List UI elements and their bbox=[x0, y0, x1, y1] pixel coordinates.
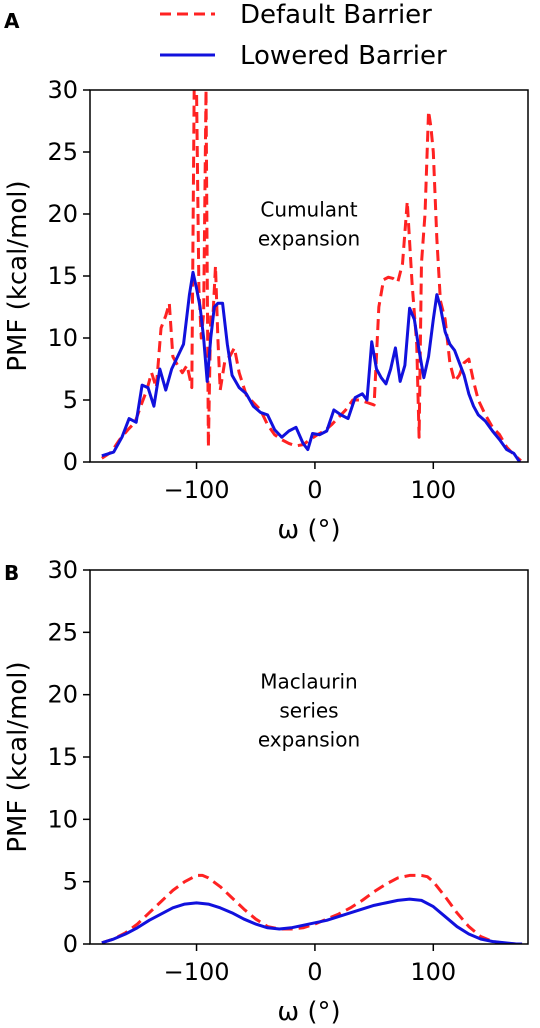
y-tick-label: 10 bbox=[47, 324, 78, 352]
y-axis-label: PMF (kcal/mol) bbox=[3, 180, 33, 371]
y-axis-label: PMF (kcal/mol) bbox=[3, 661, 33, 852]
y-tick-label: 20 bbox=[47, 681, 78, 709]
legend-label-lowered-barrier: Lowered Barrier bbox=[240, 41, 447, 71]
y-tick-label: 10 bbox=[47, 805, 78, 833]
y-tick-label: 5 bbox=[63, 868, 78, 896]
panel-letter: A bbox=[4, 9, 20, 33]
x-tick-label: 100 bbox=[410, 958, 456, 986]
x-tick-label: 100 bbox=[410, 476, 456, 504]
annotation-line: series bbox=[279, 698, 338, 722]
annotation-line: expansion bbox=[258, 226, 360, 250]
x-tick-label: −100 bbox=[164, 476, 230, 504]
x-tick-label: −100 bbox=[164, 958, 230, 986]
legend-label-default-barrier: Default Barrier bbox=[240, 0, 432, 30]
annotation-line: Maclaurin bbox=[260, 669, 357, 693]
x-tick-label: 0 bbox=[307, 476, 322, 504]
series-line-lowered-barrier bbox=[101, 270, 521, 462]
plot-frame bbox=[89, 569, 529, 945]
x-axis-label: ω (°) bbox=[277, 515, 340, 545]
y-tick-label: 15 bbox=[47, 262, 78, 290]
panel-letter: B bbox=[4, 561, 19, 585]
y-tick-label: 30 bbox=[47, 76, 78, 104]
y-tick-label: 0 bbox=[63, 930, 78, 958]
x-axis-label: ω (°) bbox=[277, 997, 340, 1027]
y-tick-label: 25 bbox=[47, 618, 78, 646]
y-tick-label: 25 bbox=[47, 138, 78, 166]
y-tick-label: 0 bbox=[63, 448, 78, 476]
series-line-default-barrier bbox=[101, 873, 523, 944]
plot-frame bbox=[89, 89, 529, 463]
panel-b: B 0 5 10 15 20 25 30 −100 0 100 ω (°) PMF (kcal/mol)… bbox=[3, 556, 529, 1027]
x-tick-label: 0 bbox=[307, 958, 322, 986]
annotation-line: expansion bbox=[258, 727, 360, 751]
y-tick-label: 5 bbox=[63, 386, 78, 414]
legend: Default Barrier Lowered Barrier bbox=[160, 0, 447, 71]
panel-a: A 0 5 10 15 20 25 30 −100 0 100 ω (°) PMF (kcal/mol)… bbox=[3, 9, 529, 545]
series-line-default-barrier bbox=[101, 90, 522, 462]
y-tick-label: 20 bbox=[47, 200, 78, 228]
y-tick-label: 15 bbox=[47, 743, 78, 771]
annotation-line: Cumulant bbox=[260, 197, 357, 221]
y-tick-label: 30 bbox=[47, 556, 78, 584]
series-line-lowered-barrier bbox=[101, 897, 523, 944]
